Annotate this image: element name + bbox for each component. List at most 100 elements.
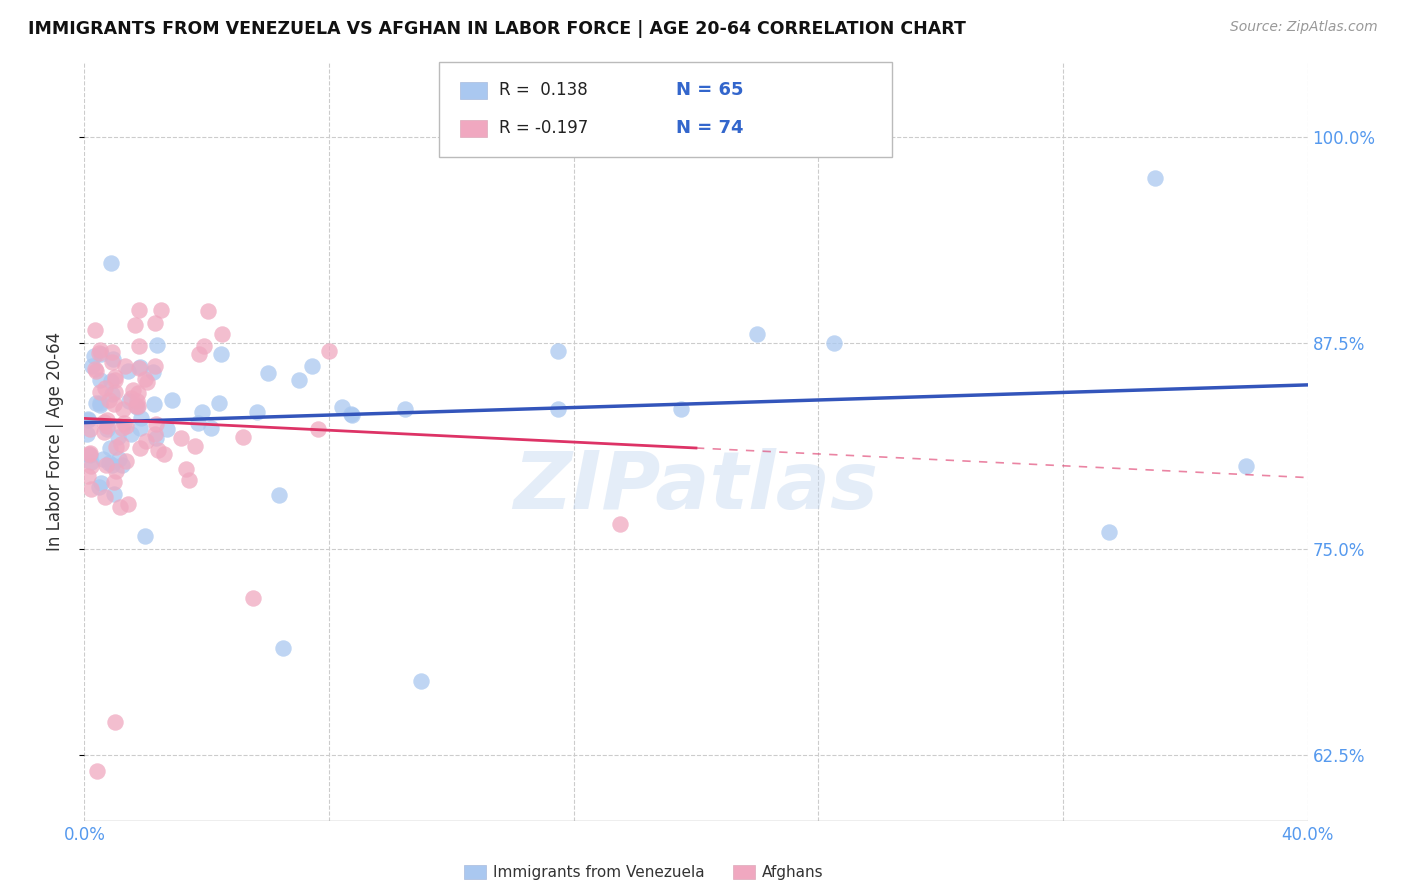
Point — [188, 347, 211, 361]
Text: Afghans: Afghans — [762, 864, 824, 880]
Point — [146, 442, 169, 457]
Point — [143, 317, 166, 331]
Point — [257, 366, 280, 380]
Point — [89, 343, 111, 357]
Point — [134, 372, 156, 386]
Point — [342, 408, 364, 422]
Point — [208, 396, 231, 410]
Point — [111, 402, 134, 417]
Point — [245, 405, 267, 419]
Point — [101, 458, 124, 472]
Point — [98, 392, 121, 407]
Point — [128, 338, 150, 352]
Point — [125, 394, 148, 409]
FancyBboxPatch shape — [439, 62, 891, 157]
Point — [87, 345, 110, 359]
Point — [103, 486, 125, 500]
Point — [118, 394, 141, 409]
Point — [89, 384, 111, 399]
Point — [330, 400, 353, 414]
Point — [117, 497, 139, 511]
FancyBboxPatch shape — [733, 865, 755, 879]
Point — [93, 415, 115, 429]
Point — [394, 401, 416, 416]
Point — [104, 714, 127, 729]
Point — [104, 464, 127, 478]
Point — [117, 364, 139, 378]
Point — [242, 591, 264, 606]
Text: Source: ZipAtlas.com: Source: ZipAtlas.com — [1230, 20, 1378, 34]
Point — [124, 318, 146, 332]
Point — [107, 429, 129, 443]
Point — [288, 373, 311, 387]
Point — [547, 401, 569, 416]
Point — [98, 441, 121, 455]
Point — [96, 422, 118, 436]
Point — [232, 430, 254, 444]
Point — [129, 411, 152, 425]
Point — [142, 365, 165, 379]
Point — [96, 419, 118, 434]
Point — [747, 327, 769, 342]
Point — [104, 385, 127, 400]
Point — [79, 448, 101, 462]
Point — [152, 447, 174, 461]
Point — [191, 405, 214, 419]
FancyBboxPatch shape — [460, 82, 486, 99]
Point — [129, 421, 152, 435]
Point — [79, 422, 101, 436]
Point — [823, 335, 845, 350]
Point — [409, 673, 432, 688]
Point — [108, 451, 131, 466]
Point — [125, 400, 148, 414]
Point — [84, 364, 107, 378]
Point — [174, 462, 197, 476]
Point — [103, 475, 125, 489]
Point — [669, 401, 692, 416]
Point — [145, 417, 167, 431]
Point — [77, 411, 100, 425]
Point — [84, 396, 107, 410]
Point — [110, 437, 132, 451]
Point — [90, 347, 112, 361]
Point — [89, 398, 111, 412]
Point — [80, 482, 103, 496]
Point — [128, 441, 150, 455]
Point — [143, 359, 166, 373]
Point — [193, 339, 215, 353]
Point — [105, 441, 128, 455]
Point — [318, 343, 340, 358]
Point — [100, 374, 122, 388]
Point — [97, 456, 120, 470]
Text: ZIPatlas: ZIPatlas — [513, 448, 879, 526]
Point — [134, 529, 156, 543]
Point — [211, 327, 233, 342]
Point — [76, 426, 98, 441]
Point — [77, 447, 100, 461]
Point — [91, 452, 114, 467]
Point — [94, 490, 117, 504]
Point — [82, 359, 104, 373]
Point — [269, 488, 291, 502]
Point — [170, 431, 193, 445]
Point — [547, 343, 569, 358]
Point — [94, 381, 117, 395]
Point — [187, 416, 209, 430]
Point — [76, 469, 98, 483]
Point — [122, 384, 145, 398]
Point — [90, 476, 112, 491]
Point — [115, 454, 138, 468]
Point — [111, 421, 134, 435]
Point — [1143, 170, 1166, 185]
Point — [271, 640, 294, 655]
Point — [96, 413, 118, 427]
Point — [125, 400, 148, 414]
Point — [120, 426, 142, 441]
Point — [136, 376, 159, 390]
Point — [84, 323, 107, 337]
Point — [111, 458, 134, 473]
Point — [104, 373, 127, 387]
Point — [104, 370, 127, 384]
Point — [143, 426, 166, 441]
FancyBboxPatch shape — [464, 865, 485, 879]
